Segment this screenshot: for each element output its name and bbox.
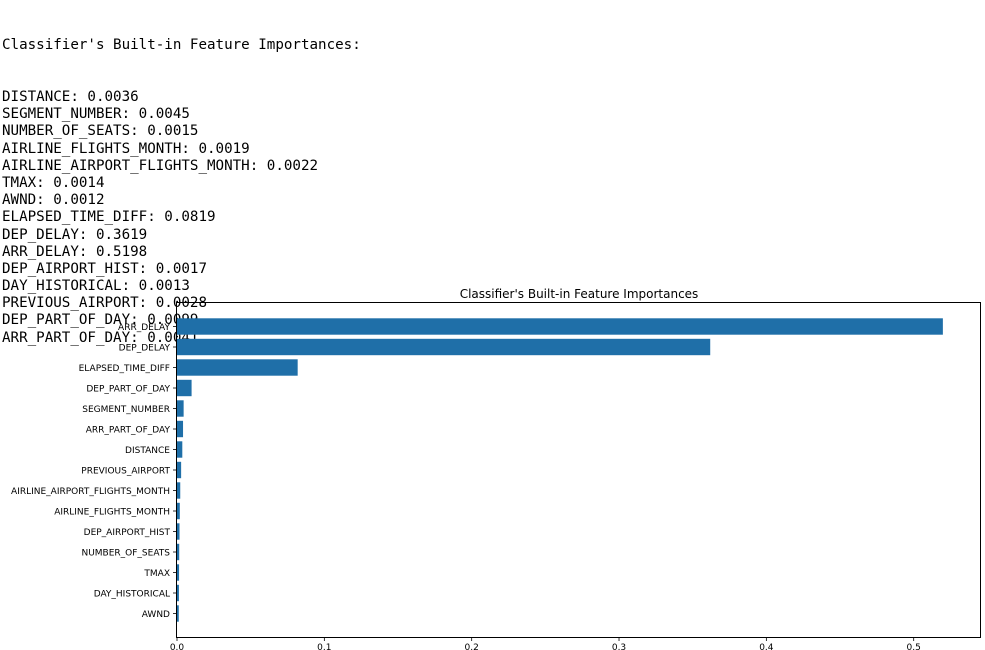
bar xyxy=(177,318,943,335)
console-line: AIRLINE_FLIGHTS_MONTH: 0.0019 xyxy=(2,140,250,157)
console-output: Classifier's Built-in Feature Importance… xyxy=(2,3,361,364)
feature-importance-chart: Classifier's Built-in Feature Importance… xyxy=(11,287,981,650)
y-tick-label: AIRLINE_AIRPORT_FLIGHTS_MONTH xyxy=(11,487,170,497)
console-line: DEP_AIRPORT_HIST: 0.0017 xyxy=(2,260,207,277)
chart-title: Classifier's Built-in Feature Importance… xyxy=(460,287,699,301)
y-tick-label: PREVIOUS_AIRPORT xyxy=(81,467,170,477)
console-line: AWND: 0.0012 xyxy=(2,192,105,209)
x-tick-label: 0.4 xyxy=(759,643,774,650)
bar xyxy=(177,338,711,356)
console-line: AIRLINE_AIRPORT_FLIGHTS_MONTH: 0.0022 xyxy=(2,157,319,174)
bars-group xyxy=(177,318,943,622)
x-tick-label: 0.2 xyxy=(465,643,479,650)
bar xyxy=(177,564,180,581)
console-header: Classifier's Built-in Feature Importance… xyxy=(2,37,361,54)
plot-frame xyxy=(176,302,981,638)
console-line: SEGMENT_NUMBER: 0.0045 xyxy=(2,106,190,123)
console-line: DISTANCE: 0.0036 xyxy=(2,89,139,105)
console-lines: DISTANCE: 0.0036 SEGMENT_NUMBER: 0.0045 NU… xyxy=(2,89,361,347)
y-tick-label: TMAX xyxy=(143,569,170,579)
x-ticks-group: 0.0 0.1 0.2 0.3 0.4 0.5 xyxy=(170,637,921,650)
y-tick-label: DEP_PART_OF_DAY xyxy=(86,385,170,395)
y-tick-label: ARR_PART_OF_DAY xyxy=(86,426,171,436)
bar xyxy=(177,359,298,376)
console-line: DAY_HISTORICAL: 0.0013 xyxy=(2,278,190,295)
console-line: DEP_PART_OF_DAY: 0.0099 xyxy=(2,312,199,329)
y-tick-label: AWND xyxy=(142,610,170,620)
bar xyxy=(177,605,179,622)
bar xyxy=(177,502,180,520)
x-tick-label: 0.5 xyxy=(907,643,921,650)
bar xyxy=(177,441,183,458)
bar xyxy=(177,461,182,479)
console-line: DEP_DELAY: 0.3619 xyxy=(2,226,148,243)
y-tick-label: DISTANCE xyxy=(125,446,170,456)
y-tick-labels-group: ARR_DELAY DEP_DELAY ELAPSED_TIME_DIFF DEP_P… xyxy=(11,323,177,620)
console-line: TMAX: 0.0014 xyxy=(2,174,105,191)
bar xyxy=(177,420,184,438)
y-tick-label: DAY_HISTORICAL xyxy=(94,590,170,600)
y-tick-label: DEP_DELAY xyxy=(119,344,171,354)
y-tick-label: NUMBER_OF_SEATS xyxy=(81,549,170,559)
x-tick-label: 0.3 xyxy=(612,643,626,650)
console-line: NUMBER_OF_SEATS: 0.0015 xyxy=(2,123,199,140)
bar xyxy=(177,523,180,540)
bar xyxy=(177,482,181,499)
bar xyxy=(177,400,184,417)
x-tick-label: 0.1 xyxy=(317,643,331,650)
y-tick-label: AIRLINE_FLIGHTS_MONTH xyxy=(54,508,170,518)
console-line: ARR_DELAY: 0.5198 xyxy=(2,243,148,260)
y-tick-label: DEP_AIRPORT_HIST xyxy=(84,528,171,538)
bar xyxy=(177,379,192,397)
y-tick-label: ARR_DELAY xyxy=(118,323,170,333)
console-line: ELAPSED_TIME_DIFF: 0.0819 xyxy=(2,209,216,226)
bar xyxy=(177,584,179,602)
bar xyxy=(177,543,180,561)
y-tick-label: ELAPSED_TIME_DIFF xyxy=(79,364,170,374)
y-tick-label: SEGMENT_NUMBER xyxy=(82,405,170,415)
console-line: PREVIOUS_AIRPORT: 0.0028 xyxy=(2,295,207,312)
x-tick-label: 0.0 xyxy=(170,643,185,650)
